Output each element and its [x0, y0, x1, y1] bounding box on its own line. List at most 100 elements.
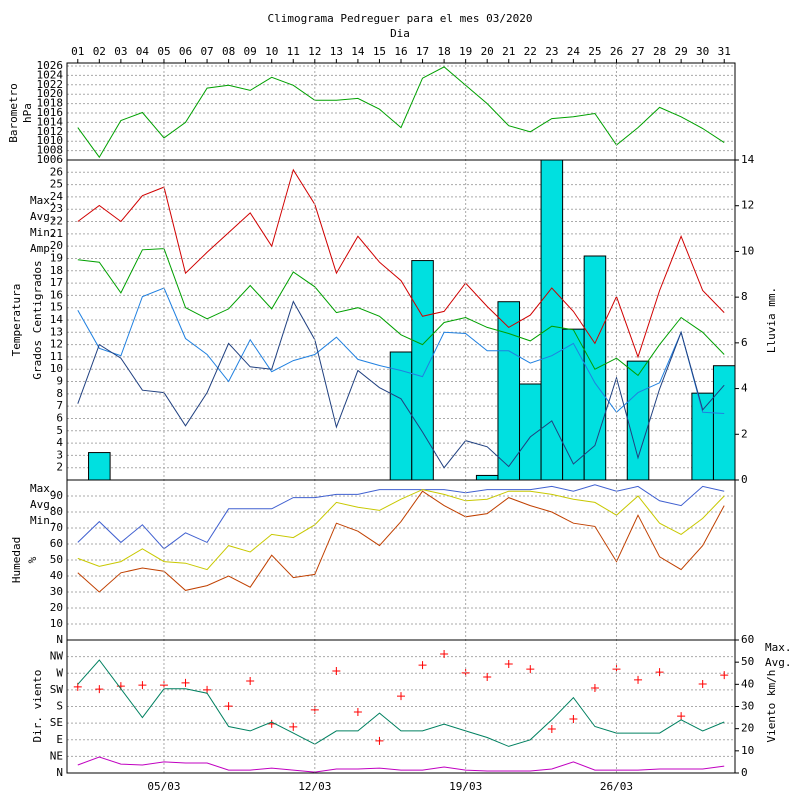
y-tick-label: 26 [50, 165, 63, 178]
y-axis-label: Dir. viento [31, 670, 44, 743]
y-tick-label: NW [50, 650, 64, 663]
y-tick-label: 23 [50, 202, 63, 215]
y-tick-label: 16 [50, 288, 63, 301]
rain-bar [583, 255, 607, 481]
legend-entry: Min. [30, 226, 57, 239]
x-tick-label: 26/03 [600, 780, 633, 793]
series-line [77, 490, 725, 593]
legend-entry: Avg. [30, 498, 57, 511]
y-tick-label: 10 [50, 617, 63, 630]
day-label: 18 [437, 45, 450, 58]
y2-axis-label: Viento km/h [765, 670, 778, 743]
y-tick-label: 80 [50, 505, 63, 518]
rain-bar [389, 351, 413, 481]
y-tick-label: NE [50, 749, 63, 762]
day-label: 22 [524, 45, 537, 58]
y-tick-label: 1022 [37, 78, 64, 91]
day-label: 27 [631, 45, 644, 58]
y-tick-label: 1024 [37, 68, 64, 81]
y2-tick-label: 6 [741, 336, 748, 349]
y-tick-label: 21 [50, 227, 63, 240]
legend-entry: Amp. [30, 242, 57, 255]
rain-bar [691, 392, 714, 481]
y-tick-label: 1010 [37, 134, 64, 147]
y-tick-label: 1006 [37, 153, 64, 166]
x-tick-label: 12/03 [298, 780, 331, 793]
direction-marker [418, 661, 427, 670]
legend-entry: Avg. [765, 656, 792, 669]
y-tick-label: 1020 [37, 87, 64, 100]
y-tick-label: 1012 [37, 125, 64, 138]
y-tick-label: 12 [50, 338, 63, 351]
day-label: 31 [718, 45, 731, 58]
y2-tick-label: 30 [741, 700, 754, 713]
y-tick-label: 25 [50, 178, 63, 191]
direction-marker [590, 684, 599, 693]
x-axis-label: Dia [390, 27, 410, 40]
y-tick-label: 1014 [37, 115, 64, 128]
y-tick-label: SE [50, 716, 63, 729]
y-tick-label: 5 [56, 424, 63, 437]
y2-tick-label: 40 [741, 677, 754, 690]
rain-bar [497, 301, 521, 481]
y-tick-label: 14 [50, 313, 64, 326]
rain-bar [540, 159, 564, 481]
y-tick-label: E [56, 733, 63, 746]
day-label: 21 [502, 45, 515, 58]
day-label: 01 [71, 45, 84, 58]
y-tick-label: 3 [56, 448, 63, 461]
y-tick-label: 4 [56, 436, 63, 449]
day-label: 14 [351, 45, 365, 58]
direction-marker [397, 692, 405, 701]
y-tick-label: 1008 [37, 144, 64, 157]
y-tick-label: 7 [56, 399, 63, 412]
y-tick-label: 50 [50, 553, 63, 566]
direction-marker [634, 675, 643, 684]
y-tick-label: 6 [56, 411, 63, 424]
day-label: 30 [696, 45, 709, 58]
y-tick-label: N [56, 766, 63, 779]
series-line [77, 659, 725, 747]
day-label: 08 [222, 45, 235, 58]
y-tick-label: 1018 [37, 97, 64, 110]
y-tick-label: 11 [50, 350, 63, 363]
day-label: 15 [373, 45, 386, 58]
day-label: 19 [459, 45, 472, 58]
y2-tick-label: 0 [741, 766, 748, 779]
plot-frame [66, 62, 736, 774]
y-tick-label: 19 [50, 251, 63, 264]
y2-axis-label: Lluvia mm. [765, 287, 778, 353]
day-label: 25 [588, 45, 601, 58]
y2-tick-label: 20 [741, 722, 754, 735]
legend-entry: Avg. [30, 210, 57, 223]
series-line [77, 300, 725, 469]
y-tick-label: 70 [50, 521, 63, 534]
y-tick-label: 20 [50, 601, 63, 614]
rain-bar [712, 365, 736, 481]
y-axis-label: Humedad [10, 537, 23, 583]
direction-marker [440, 650, 449, 659]
y-tick-label: SW [50, 683, 64, 696]
direction-marker [526, 665, 535, 674]
y-axis-label: Grados Centigrados [31, 260, 44, 379]
day-label: 26 [610, 45, 623, 58]
y-tick-label: 1016 [37, 106, 64, 119]
direction-marker [353, 708, 362, 717]
direction-marker [655, 668, 664, 677]
y2-tick-label: 12 [741, 199, 754, 212]
y-tick-label: 9 [56, 375, 63, 388]
direction-marker [289, 722, 298, 731]
direction-marker [203, 685, 212, 694]
day-label: 20 [481, 45, 494, 58]
y2-tick-label: 8 [741, 290, 748, 303]
y-tick-label: 1026 [37, 59, 64, 72]
day-label: 05 [157, 45, 170, 58]
day-label: 13 [330, 45, 343, 58]
x-tick-label: 19/03 [449, 780, 482, 793]
y-tick-label: 13 [50, 325, 63, 338]
day-label: 06 [179, 45, 192, 58]
y-tick-label: 30 [50, 585, 63, 598]
day-label: 12 [308, 45, 321, 58]
y2-tick-label: 10 [741, 744, 754, 757]
